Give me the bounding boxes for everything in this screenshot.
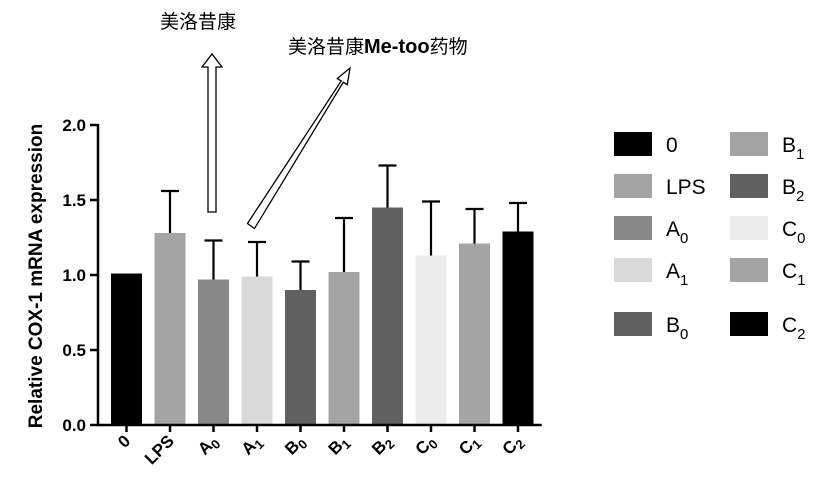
bar — [111, 273, 142, 425]
bar — [328, 272, 360, 425]
legend-swatch — [614, 132, 652, 156]
legend-label: C0 — [782, 218, 806, 247]
x-tick-label: B2 — [368, 431, 397, 460]
diagonal-arrow-icon — [246, 66, 351, 230]
x-tick-label: 0 — [114, 431, 134, 451]
legend-item: A0 — [614, 216, 688, 247]
legend-swatch — [730, 174, 768, 198]
legend-swatch — [730, 216, 768, 240]
bar — [459, 243, 490, 425]
legend-label: C1 — [782, 260, 806, 289]
y-tick-label: 2.0 — [62, 116, 86, 135]
x-tick-label: LPS — [141, 431, 178, 468]
legend-item: 0 — [614, 132, 678, 157]
legend-label: A0 — [666, 218, 688, 247]
x-tick-label: C1 — [455, 431, 484, 460]
legend-label: B1 — [782, 134, 804, 163]
legend-swatch — [614, 174, 652, 198]
y-tick-label: 0.0 — [62, 416, 86, 435]
bars-layer — [111, 207, 534, 425]
legend-label: LPS — [666, 176, 706, 199]
legend: 0 LPS A0 A1 B0 B1 B2 C0 C1 C2 — [614, 132, 806, 343]
bar — [241, 276, 273, 425]
y-tick-label: 1.0 — [62, 266, 86, 285]
y-tick-labels: 0.0 0.5 1.0 1.5 2.0 — [62, 116, 86, 435]
legend-item: B0 — [614, 312, 688, 343]
y-axis-label: Relative COX-1 mRNA expression — [26, 124, 47, 428]
legend-item: B1 — [730, 132, 804, 163]
x-tick-label: B0 — [281, 431, 310, 460]
legend-label: B2 — [782, 176, 804, 205]
x-tick-label: B1 — [325, 431, 354, 460]
annotation-2-prefix: 美洛昔康 — [288, 36, 364, 58]
legend-item: A1 — [614, 258, 688, 289]
legend-label: C2 — [782, 314, 806, 343]
annotation-2-suffix: 药物 — [430, 36, 468, 58]
x-tick-label: A1 — [238, 431, 267, 460]
legend-swatch — [730, 312, 768, 336]
x-tick-label: C2 — [499, 431, 528, 460]
up-arrow-icon — [200, 52, 224, 213]
y-tick-label: 1.5 — [62, 191, 86, 210]
annotation-arrow-1: 美洛昔康 — [160, 11, 236, 213]
x-tick-label: A0 — [194, 431, 223, 460]
legend-item: B2 — [730, 174, 804, 205]
legend-label: 0 — [666, 134, 678, 157]
axes-layer — [90, 123, 542, 432]
legend-swatch — [614, 216, 652, 240]
legend-swatch — [730, 132, 768, 156]
error-bars-layer — [161, 164, 527, 290]
annotation-arrow-2: 美洛昔康Me-too药物 — [246, 36, 468, 230]
legend-swatch — [614, 258, 652, 282]
x-tick-labels: 0 LPS A0 A1 B0 B1 B2 C0 C1 C2 — [114, 431, 528, 468]
legend-label: B0 — [666, 314, 688, 343]
bar — [502, 231, 534, 425]
legend-item: LPS — [614, 174, 706, 199]
legend-swatch — [730, 258, 768, 282]
bar — [415, 255, 447, 425]
legend-item: C0 — [730, 216, 806, 247]
y-tick-label: 0.5 — [62, 341, 86, 360]
annotation-2-bold: Me-too — [364, 36, 430, 58]
bar — [285, 290, 316, 425]
legend-item: C2 — [730, 312, 806, 343]
legend-swatch — [614, 312, 652, 336]
bar — [198, 279, 229, 425]
legend-label: A1 — [666, 260, 688, 289]
x-tick-label: C0 — [412, 431, 441, 460]
bar — [154, 233, 186, 425]
legend-item: C1 — [730, 258, 806, 289]
bar — [372, 207, 403, 425]
annotation-1-label: 美洛昔康 — [160, 11, 236, 33]
annotation-2-label: 美洛昔康Me-too药物 — [288, 36, 468, 58]
